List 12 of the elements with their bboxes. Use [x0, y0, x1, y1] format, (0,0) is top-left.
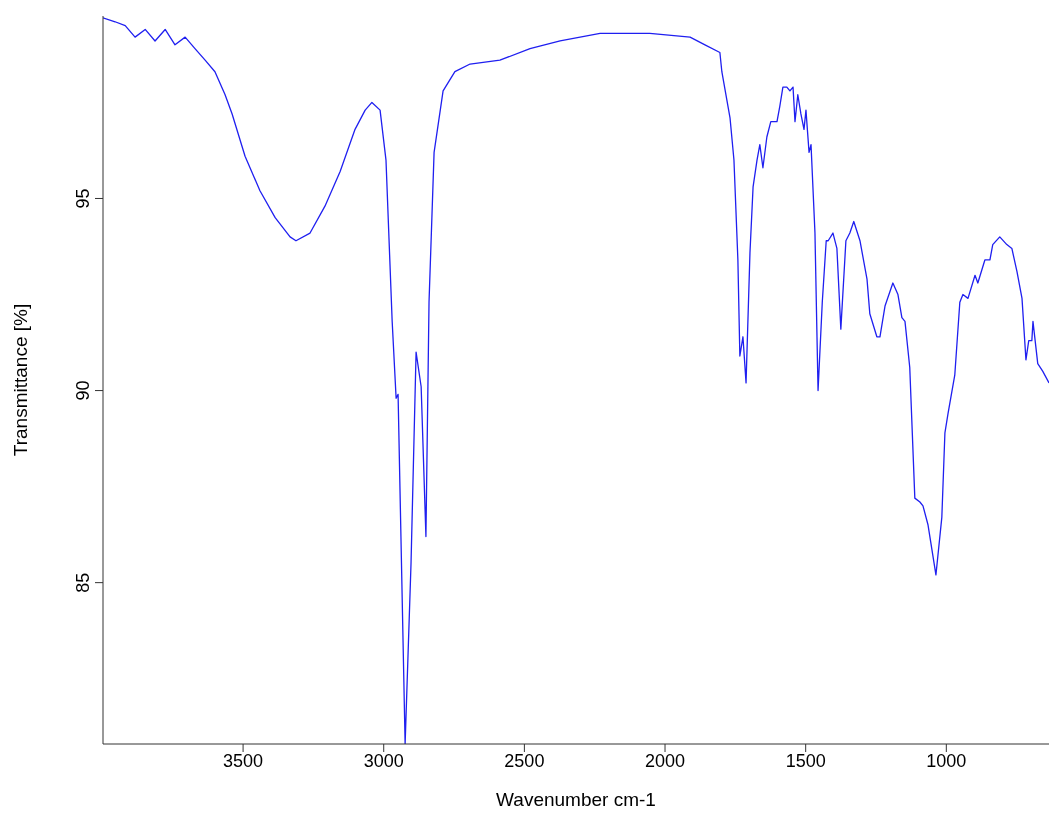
- x-tick-label: 2000: [645, 750, 686, 771]
- y-tick-label: 85: [73, 572, 93, 593]
- x-tick-label: 1500: [785, 750, 826, 771]
- x-tick-label: 3500: [223, 750, 264, 771]
- y-tick-label: 95: [73, 188, 93, 209]
- x-tick-label: 3000: [363, 750, 404, 771]
- x-axis-title: Wavenumber cm-1: [496, 789, 656, 810]
- y-tick-label: 90: [73, 380, 93, 401]
- line-series: [103, 17, 1049, 744]
- y-axis-title: Transmittance [%]: [9, 303, 31, 457]
- x-tick-label: 1000: [926, 750, 967, 771]
- x-tick-label: 2500: [504, 750, 545, 771]
